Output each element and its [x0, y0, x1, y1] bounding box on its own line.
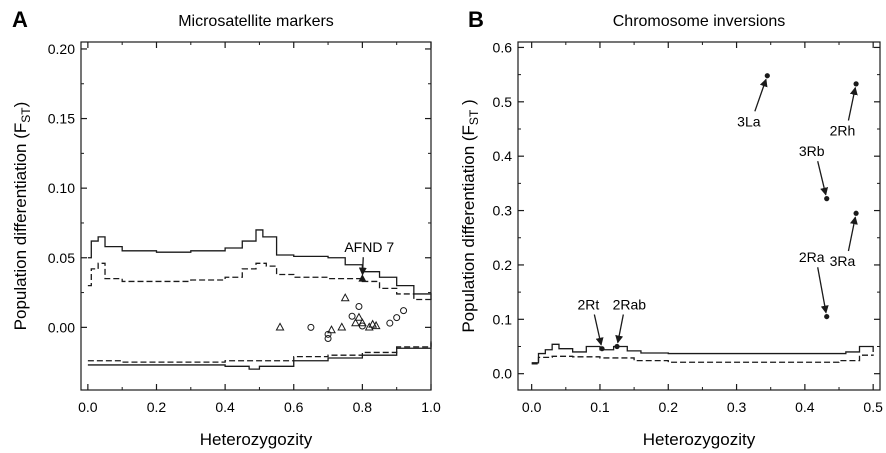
- x-tick-label: 0.2: [659, 399, 679, 415]
- filled-dot-point: [853, 210, 859, 216]
- open-triangle-point: [275, 322, 285, 331]
- panel-a-y-axis-label: Population differentiation (FST): [11, 102, 33, 331]
- panel-b-plot-frame: [517, 41, 881, 391]
- x-tick-label: 0.5: [863, 399, 883, 415]
- open-circle-point: [307, 323, 315, 331]
- open-circle-point: [400, 307, 408, 315]
- panel-b-confidence-curves: [531, 343, 874, 365]
- lower-solid-curve: [87, 342, 432, 370]
- lower-dashed-curve: [531, 354, 874, 365]
- y-tick-label: 0.05: [48, 250, 75, 266]
- x-tick-label: 0.0: [522, 399, 542, 415]
- panel-b-y-ticks: 0.0 0.1 0.2 0.3 0.4 0.5 0.6: [493, 39, 880, 382]
- x-tick-label: 0.1: [590, 399, 610, 415]
- open-circle-point: [324, 330, 332, 338]
- open-triangle-point: [357, 318, 367, 327]
- open-circle-point: [386, 319, 394, 327]
- filled-dot-point: [599, 346, 605, 352]
- panel-a-title: Microsatellite markers: [178, 13, 334, 30]
- annotation-label: 2Rab: [613, 297, 647, 313]
- x-tick-label: 0.2: [147, 399, 167, 415]
- filled-triangle-point: [358, 274, 367, 282]
- y-tick-label: 0.3: [493, 203, 513, 219]
- y-tick-label: 0.1: [493, 311, 513, 327]
- y-tick-label: 0.0: [493, 366, 513, 382]
- panel-b-annotations: 3La 2Rh 3Rb 3Ra 2Ra 2Rt 2Rab: [577, 78, 858, 346]
- annotation-arrow: [593, 314, 604, 346]
- open-circle-point: [393, 314, 401, 322]
- panel-b-y-axis-label: Population differentiation (FST ): [459, 99, 481, 332]
- panel-b-x-axis-label: Heterozygozity: [643, 430, 756, 449]
- annotation-arrow: [817, 267, 829, 314]
- panel-a-x-axis-label: Heterozygozity: [200, 430, 313, 449]
- upper-solid-curve: [531, 343, 874, 364]
- panel-a-y-ticks: 0.00 0.05 0.10 0.15 0.20: [48, 41, 431, 335]
- annotation-label: AFND 7: [344, 239, 394, 255]
- y-tick-label: 0.20: [48, 41, 75, 57]
- open-triangle-point: [371, 320, 381, 330]
- y-tick-label: 0.4: [493, 148, 513, 164]
- open-circle-point: [355, 302, 363, 310]
- open-triangle-point: [354, 312, 364, 321]
- open-triangle-point: [364, 322, 374, 331]
- open-triangle-point: [368, 319, 378, 328]
- x-tick-label: 1.0: [421, 399, 441, 415]
- panel-a-points: [275, 274, 408, 342]
- panel-a-letter: A: [12, 7, 28, 32]
- open-circle-point: [324, 334, 332, 342]
- annotation-arrow: [847, 86, 858, 121]
- panel-b-points: [599, 73, 859, 352]
- x-tick-label: 0.6: [284, 399, 304, 415]
- panel-a-x-ticks: 0.0 0.2 0.4 0.6 0.8 1.0: [78, 42, 441, 415]
- annotation-arrow: [847, 216, 858, 252]
- y-tick-label: 0.2: [493, 257, 513, 273]
- y-tick-label: 0.15: [48, 111, 75, 127]
- filled-dot-point: [824, 313, 830, 320]
- x-tick-label: 0.3: [727, 399, 747, 415]
- annotation-label: 2Ra: [799, 249, 825, 265]
- panel-b-letter: B: [468, 7, 484, 32]
- open-triangle-point: [337, 322, 347, 331]
- y-tick-label: 0.10: [48, 180, 75, 196]
- x-tick-label: 0.0: [78, 399, 98, 415]
- y-tick-label: 0.5: [493, 94, 513, 110]
- annotation-label: 3Ra: [830, 253, 856, 269]
- panel-b-x-ticks: 0.0 0.1 0.2 0.3 0.4 0.5: [522, 42, 883, 415]
- lower-dashed-curve: [87, 341, 432, 363]
- annotation-label: 3La: [737, 113, 761, 129]
- y-tick-label: 0.6: [493, 39, 513, 55]
- filled-dot-point: [614, 343, 620, 350]
- annotation-arrow: [615, 314, 624, 344]
- panel-a-annotations: AFND 7: [344, 239, 394, 276]
- y-tick-label: 0.00: [48, 319, 75, 335]
- annotation-arrow: [754, 78, 768, 112]
- x-tick-label: 0.4: [795, 399, 815, 415]
- upper-solid-curve: [87, 229, 432, 300]
- annotation-label: 3Rb: [799, 143, 825, 159]
- filled-dot-point: [853, 81, 859, 87]
- annotation-label: 2Rh: [830, 123, 856, 139]
- panel-a-plot-frame: [80, 41, 432, 391]
- open-triangle-point: [340, 293, 350, 302]
- x-tick-label: 0.4: [215, 399, 235, 415]
- filled-dot-point: [824, 196, 830, 202]
- panel-b: B Chromosome inversions 0.00.10.20.30.40…: [459, 7, 883, 449]
- panel-a: A Microsatellite markers 0.00 0.05 0.10 0.1…: [11, 7, 441, 449]
- annotation-arrow: [358, 257, 367, 276]
- annotation-arrow: [817, 161, 829, 196]
- open-triangle-point: [351, 318, 360, 327]
- open-circle-point: [348, 312, 356, 320]
- x-tick-label: 0.8: [353, 399, 373, 415]
- panel-b-title: Chromosome inversions: [613, 13, 786, 30]
- open-triangle-point: [327, 325, 336, 334]
- upper-dashed-curve: [87, 262, 432, 303]
- panel-a-confidence-curves: [87, 229, 432, 370]
- annotation-label: 2Rt: [577, 297, 599, 313]
- filled-dot-point: [764, 73, 770, 79]
